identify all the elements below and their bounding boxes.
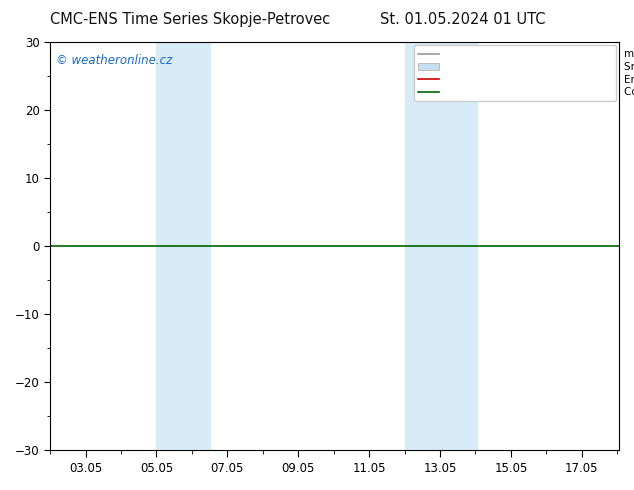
- Text: St. 01.05.2024 01 UTC: St. 01.05.2024 01 UTC: [380, 12, 546, 27]
- Legend: min/max, Sm  283;rodatn acute; odchylka, Ensemble mean run, Controll run: min/max, Sm 283;rodatn acute; odchylka, …: [414, 45, 616, 101]
- Bar: [404, 42, 477, 450]
- Text: © weatheronline.cz: © weatheronline.cz: [56, 54, 172, 67]
- Bar: [157, 42, 210, 450]
- Text: CMC-ENS Time Series Skopje-Petrovec: CMC-ENS Time Series Skopje-Petrovec: [50, 12, 330, 27]
